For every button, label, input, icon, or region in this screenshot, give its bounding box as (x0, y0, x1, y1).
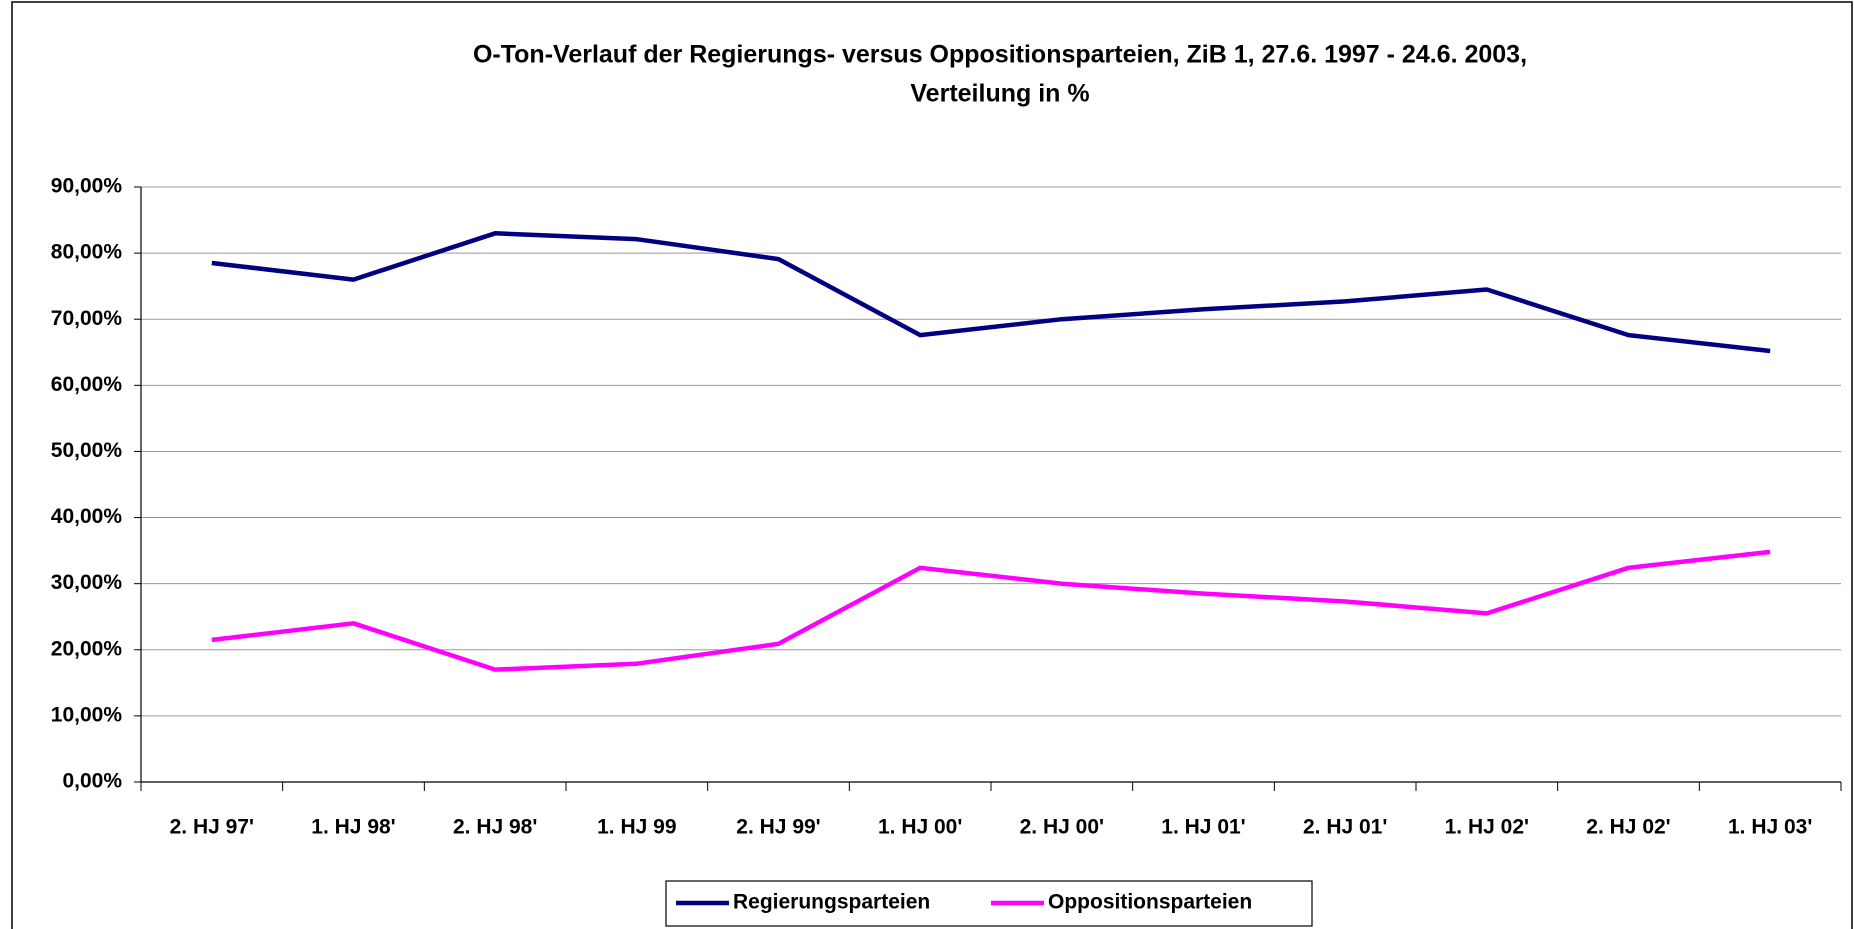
legend-box (665, 880, 1313, 927)
y-tick-label: 80,00% (51, 241, 123, 264)
y-tick-label: 30,00% (51, 571, 123, 594)
x-tick-label: 1. HJ 99 (597, 816, 676, 839)
x-tick-label: 1. HJ 03' (1728, 816, 1812, 839)
legend-label: Regierungsparteien (733, 891, 930, 914)
x-tick-label: 1. HJ 01' (1161, 816, 1245, 839)
x-tick-label: 2. HJ 01' (1303, 816, 1387, 839)
chart-title: Verteilung in % (910, 80, 1089, 108)
y-tick-label: 20,00% (51, 637, 123, 660)
chart-frame (11, 1, 1853, 929)
y-tick-label: 10,00% (51, 703, 123, 726)
y-tick-label: 70,00% (51, 307, 123, 330)
x-tick-label: 2. HJ 02' (1586, 816, 1670, 839)
series-line (211, 549, 1771, 672)
x-tick-label: 1. HJ 02' (1445, 816, 1529, 839)
y-tick-label: 50,00% (51, 439, 123, 462)
y-tick-label: 0,00% (62, 770, 122, 793)
x-tick-label: 2. HJ 98' (453, 816, 537, 839)
x-tick-label: 2. HJ 99' (736, 816, 820, 839)
y-tick-label: 60,00% (51, 373, 123, 396)
x-tick-label: 1. HJ 98' (311, 816, 395, 839)
series-line (211, 231, 1771, 354)
y-tick-label: 90,00% (51, 175, 123, 198)
y-tick-label: 40,00% (51, 505, 123, 528)
x-tick-label: 2. HJ 97' (170, 816, 254, 839)
legend-label: Oppositionsparteien (1048, 891, 1252, 914)
chart-title: O-Ton-Verlauf der Regierungs- versus Opp… (473, 41, 1527, 69)
x-tick-label: 2. HJ 00' (1020, 816, 1104, 839)
x-tick-label: 1. HJ 00' (878, 816, 962, 839)
